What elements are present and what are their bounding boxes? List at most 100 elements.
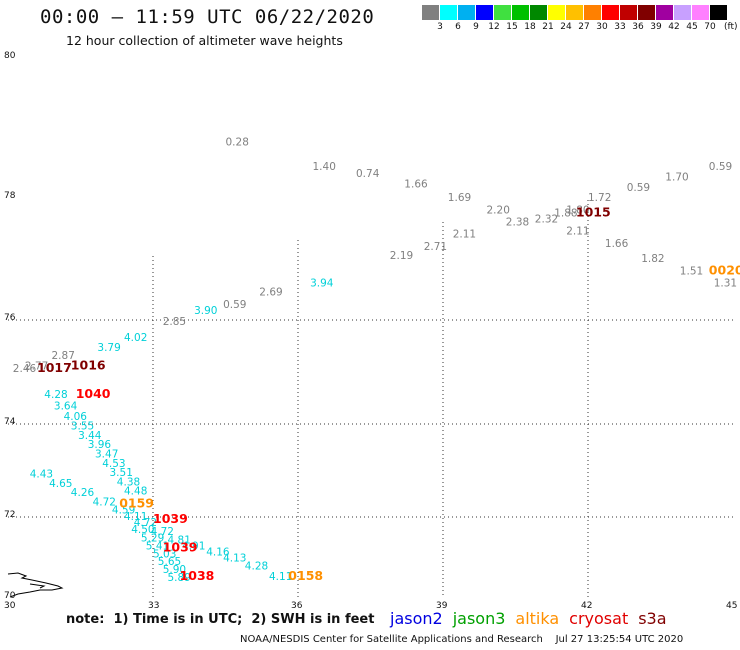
colorbar-swatch xyxy=(548,5,565,20)
colorbar-swatch xyxy=(458,5,475,20)
colorbar-swatch xyxy=(566,5,583,20)
footer-credit: NOAA/NESDIS Center for Satellite Applica… xyxy=(240,634,684,645)
colorbar-swatch xyxy=(584,5,601,20)
wave-height-value: 4.28 xyxy=(245,561,268,573)
wave-height-value: 2.87 xyxy=(52,350,75,362)
wave-height-value: 2.32 xyxy=(535,213,558,225)
legend-jason3: jason3 xyxy=(452,609,506,628)
wave-height-value: 3.47 xyxy=(95,449,118,461)
colorbar-swatch xyxy=(512,5,529,20)
colorbar-label: 30 xyxy=(596,22,608,32)
wave-height-value: 4.72 xyxy=(134,517,157,529)
pass-time-label: 0158 xyxy=(288,568,323,583)
wave-height-value: 1.88 xyxy=(554,207,577,219)
wave-height-value: 4.48 xyxy=(124,486,147,498)
wave-height-value: 5.41 xyxy=(146,540,169,552)
wave-height-value: 3.79 xyxy=(97,342,120,354)
wave-height-value: 1.66 xyxy=(404,179,428,191)
colorbar-label: 21 xyxy=(542,22,554,32)
wave-height-value: 2.77 xyxy=(25,360,48,372)
wave-height-value: 0.59 xyxy=(627,182,650,194)
pass-time-label: 1038 xyxy=(180,568,215,583)
wave-height-value: 0.28 xyxy=(226,137,249,149)
pass-time-label: 1015 xyxy=(576,204,611,219)
wave-height-value: 1.82 xyxy=(641,253,664,265)
legend-s3a: s3a xyxy=(638,609,667,628)
wave-height-value: 1.31 xyxy=(714,278,737,290)
wave-height-value: 4.72 xyxy=(151,526,174,538)
wave-height-value: 0.74 xyxy=(356,168,380,180)
colorbar-swatch xyxy=(530,5,547,20)
wave-height-value: 4.53 xyxy=(102,458,125,470)
colorbar-label: 6 xyxy=(455,22,461,32)
page-title: 00:00 – 11:59 UTC 06/22/2020 xyxy=(40,6,375,28)
wave-height-value: 4.50 xyxy=(131,524,154,536)
pass-time-label: 1017 xyxy=(37,360,72,375)
wave-height-value: 3.64 xyxy=(54,400,78,412)
wave-height-value: 4.11 xyxy=(124,511,147,523)
wave-height-value: 2.11 xyxy=(453,229,476,241)
wave-height-value: 2.38 xyxy=(506,217,529,229)
wave-height-value: 0.59 xyxy=(709,161,732,173)
longitude-label: 30 xyxy=(4,601,16,611)
wave-height-value: 4.72 xyxy=(93,496,116,508)
wave-height-value: 4.06 xyxy=(64,411,88,423)
colorbar-label: 3 xyxy=(437,22,443,32)
colorbar-label: 70 xyxy=(704,22,716,32)
latitude-label: 80 xyxy=(4,51,16,61)
colorbar-label: 18 xyxy=(524,22,536,32)
wave-height-value: 3.44 xyxy=(78,430,102,442)
colorbar-label: 15 xyxy=(506,22,518,32)
note-text: note: 1) Time is in UTC; 2) SWH is in fe… xyxy=(66,612,375,627)
wave-height-value: 5.90 xyxy=(163,564,186,576)
longitude-label: 42 xyxy=(581,601,592,611)
wave-height-value: 4.91 xyxy=(182,540,205,552)
latitude-label: 70 xyxy=(4,591,16,601)
wave-height-value: 4.02 xyxy=(124,332,147,344)
wave-height-value: 5.65 xyxy=(158,556,181,568)
landmass-outline xyxy=(7,572,64,598)
wave-height-value: 1.70 xyxy=(665,172,688,184)
coastline xyxy=(7,572,64,598)
pass-time-label: 1039 xyxy=(153,511,188,526)
page-subtitle: 12 hour collection of altimeter wave hei… xyxy=(66,33,343,48)
longitude-label: 36 xyxy=(291,601,303,611)
colorbar-swatch xyxy=(656,5,673,20)
colorbar-swatch xyxy=(638,5,655,20)
wave-height-value: 3.96 xyxy=(88,439,112,451)
graticule xyxy=(8,200,733,598)
colorbar-swatch xyxy=(602,5,619,20)
colorbar-label: 42 xyxy=(668,22,680,32)
wave-height-value: 3.94 xyxy=(310,278,334,290)
wave-height-value: 4.13 xyxy=(223,553,246,565)
pass-time-label: 1040 xyxy=(76,386,111,401)
colorbar-swatch xyxy=(422,5,439,20)
wave-height-value: 1.51 xyxy=(680,265,703,277)
colorbar-label: 39 xyxy=(650,22,662,32)
colorbar-swatch xyxy=(494,5,511,20)
wave-height-value: 1.72 xyxy=(588,192,611,204)
colorbar-label: 45 xyxy=(686,22,698,32)
colorbar-label: 12 xyxy=(488,22,500,32)
wave-height-value: 5.89 xyxy=(168,572,191,584)
pass-time-label: 1039 xyxy=(163,539,198,554)
wave-height-value: 2.20 xyxy=(487,204,510,216)
wave-height-value: 4.16 xyxy=(206,547,230,559)
longitude-label: 45 xyxy=(726,601,737,611)
colorbar-swatch xyxy=(440,5,457,20)
colorbar-label: 9 xyxy=(473,22,479,32)
colorbar-swatch xyxy=(692,5,709,20)
wave-height-value: 1.66 xyxy=(605,238,629,250)
colorbar-label: 27 xyxy=(578,22,590,32)
wave-height-value: 4.26 xyxy=(71,487,95,499)
wave-height-value: 4.65 xyxy=(49,478,72,490)
wave-height-value: 5.29 xyxy=(141,532,164,544)
wave-height-colorbar: 3 6 9 12 15 18 21 24 27 30 33 36 39 42 45 70 (ft) xyxy=(422,5,738,35)
wave-height-value: 4.59 xyxy=(112,504,135,516)
wave-height-value: 4.43 xyxy=(30,469,53,481)
wave-height-value: 3.90 xyxy=(194,305,217,317)
wave-height-value: 2.19 xyxy=(390,250,413,262)
colorbar-unit: (ft) xyxy=(724,22,738,32)
